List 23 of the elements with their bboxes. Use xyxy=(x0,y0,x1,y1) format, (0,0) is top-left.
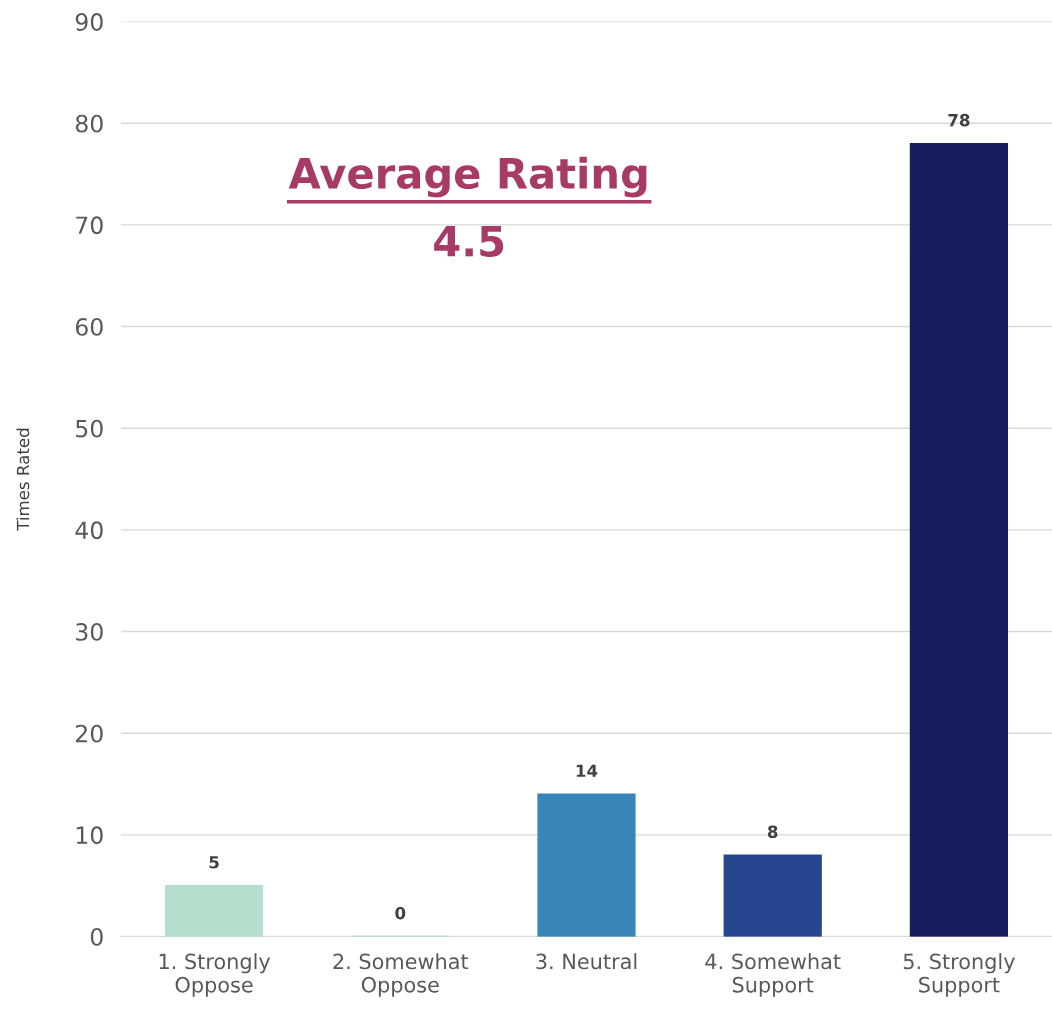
data-label: 5 xyxy=(209,856,219,869)
y-tick-label: 10 xyxy=(76,826,103,845)
y-tick-label: 0 xyxy=(90,927,103,946)
annotation: Average Rating xyxy=(288,156,647,198)
y-tick-label: 70 xyxy=(76,216,103,235)
y-tick-label: 80 xyxy=(75,114,103,133)
y-axis-title: Times Rated xyxy=(16,428,30,531)
y-tick-label: 90 xyxy=(75,13,103,31)
y-tick-label: 20 xyxy=(76,724,103,743)
y-tick-label: 60 xyxy=(75,318,103,336)
data-label: 78 xyxy=(948,113,970,127)
x-tick-label: 2. Somewhat Oppose xyxy=(333,953,469,997)
data-label: 0 xyxy=(395,906,406,920)
y-tick-label: 40 xyxy=(75,521,103,540)
x-tick-label: 4. Somewhat Support xyxy=(705,953,841,997)
x-tick-label: 1. Strongly Oppose xyxy=(159,953,271,997)
y-tick-label: 50 xyxy=(76,419,103,438)
data-label: 8 xyxy=(767,825,778,839)
annotation: 4.5 xyxy=(434,225,504,257)
x-tick-label: 3. Neutral xyxy=(536,953,637,970)
data-label: 14 xyxy=(576,764,598,777)
y-tick-label: 30 xyxy=(76,622,103,641)
x-tick-label: 5. Strongly Support xyxy=(903,953,1015,997)
